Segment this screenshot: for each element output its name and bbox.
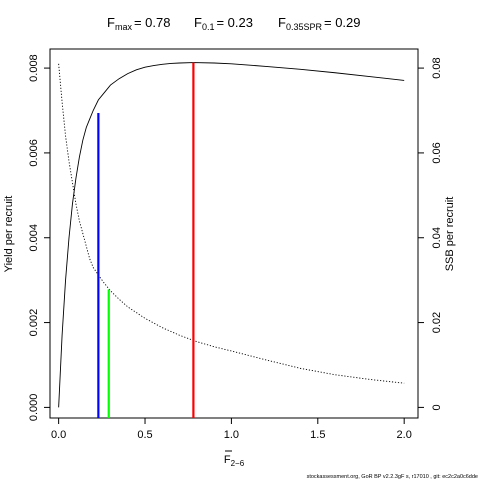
x-axis: 0.0 0.5 1.0 1.5 2.0	[51, 418, 412, 441]
y-left-axis: 0.000 0.002 0.004 0.006 0.008	[28, 54, 50, 421]
title-f01: F0.1 = 0.23	[194, 15, 253, 32]
yield-per-recruit-line	[58, 62, 405, 408]
y-left-tick-label: 0.002	[28, 309, 40, 337]
x-tick-label: 1.5	[310, 429, 325, 441]
footer-note: stockassessment.org, GoR BP v2.2.3gF s, …	[307, 474, 478, 480]
x-tick-label: 0.0	[51, 429, 66, 441]
series-layer	[58, 62, 405, 408]
y-right-tick-label: 0	[431, 404, 443, 410]
reference-lines	[97, 62, 195, 418]
y-left-tick-label: 0.006	[28, 139, 40, 167]
ssb-per-recruit-line	[58, 63, 405, 384]
y-left-axis-title: Yield per recruit	[3, 196, 15, 273]
y-right-axis: 0 0.02 0.04 0.06 0.08	[418, 57, 443, 410]
x-tick-label: 1.0	[224, 429, 239, 441]
plot-frame	[49, 48, 419, 419]
chart-title: Fmax = 0.78 F0.1 = 0.23 F0.35SPR = 0.29	[107, 15, 361, 32]
y-left-tick-label: 0.000	[28, 394, 40, 422]
title-fmax: Fmax = 0.78	[107, 15, 170, 32]
y-right-tick-label: 0.08	[431, 57, 443, 78]
y-right-tick-label: 0.06	[431, 142, 443, 163]
x-tick-label: 2.0	[397, 429, 412, 441]
title-fspr: F0.35SPR = 0.29	[278, 15, 361, 32]
y-left-tick-label: 0.008	[28, 54, 40, 82]
x-tick-label: 0.5	[137, 429, 152, 441]
y-right-axis-title: SSB per recruit	[444, 197, 456, 272]
y-left-tick-label: 0.004	[28, 224, 40, 252]
y-right-tick-label: 0.02	[431, 312, 443, 333]
x-axis-title: F2−6	[224, 454, 245, 468]
y-right-tick-label: 0.04	[431, 227, 443, 248]
